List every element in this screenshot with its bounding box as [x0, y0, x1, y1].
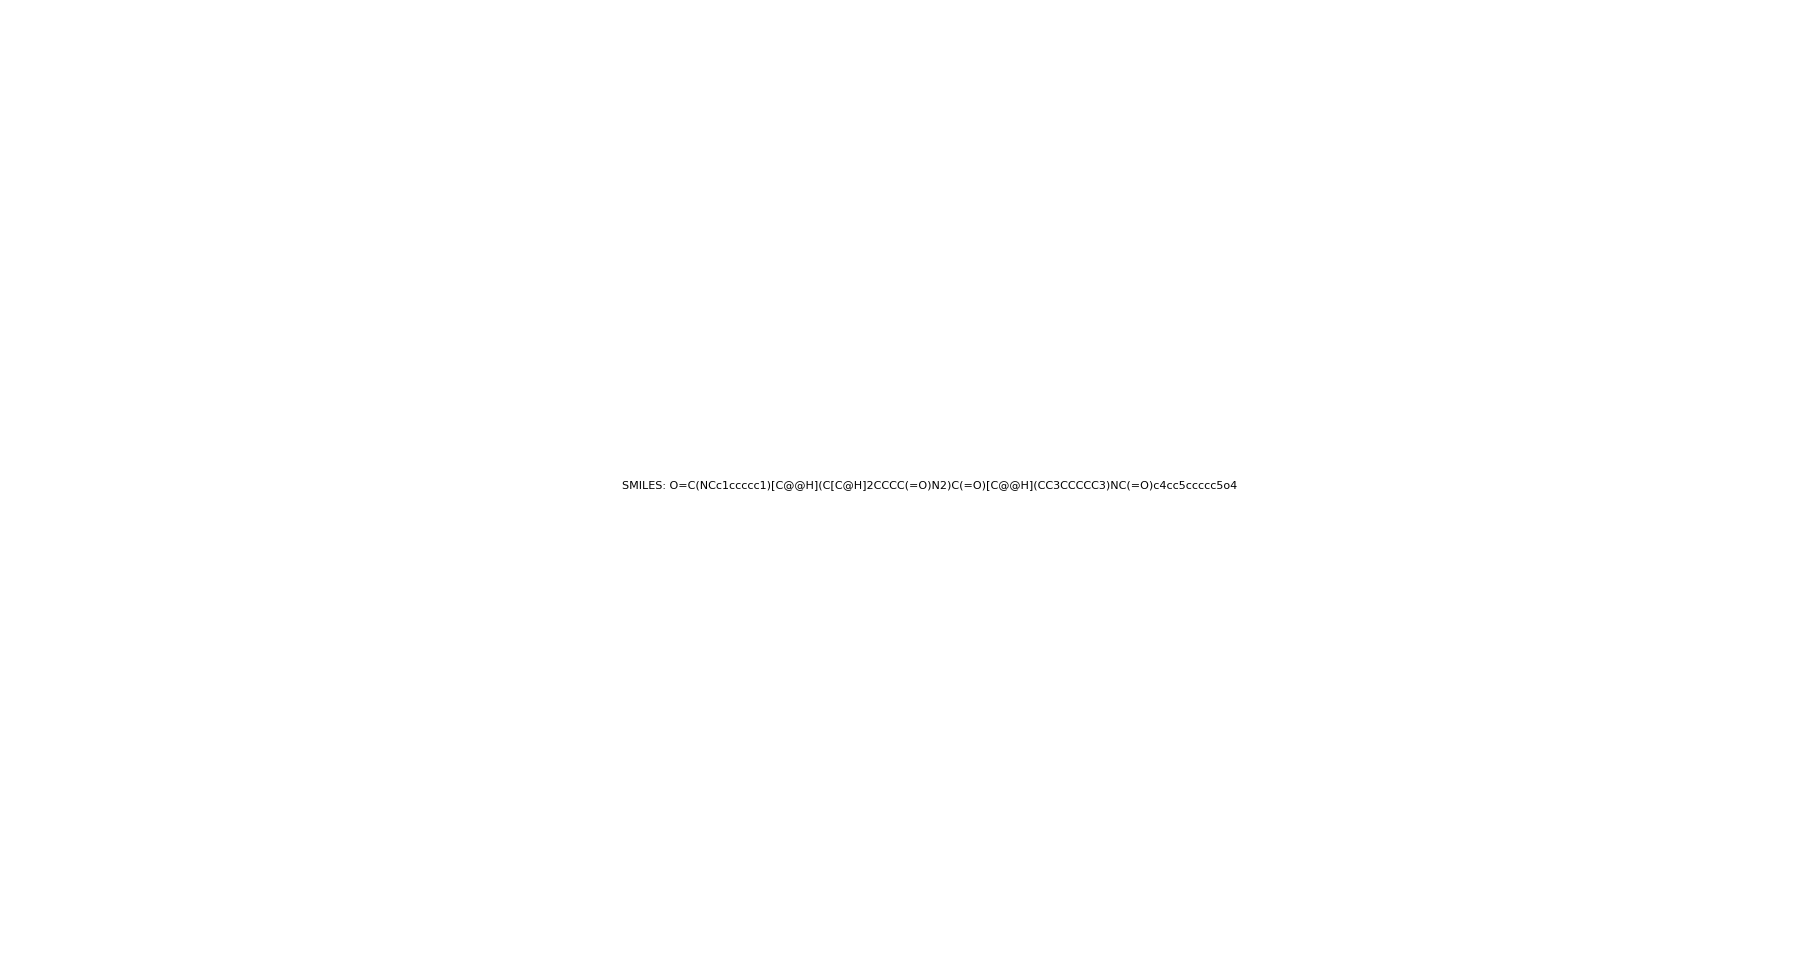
Text: SMILES: O=C(NCc1ccccc1)[C@@H](C[C@H]2CCCC(=O)N2)C(=O)[C@@H](CC3CCCCC3)NC(=O)c4cc: SMILES: O=C(NCc1ccccc1)[C@@H](C[C@H]2CCC…: [622, 480, 1237, 490]
